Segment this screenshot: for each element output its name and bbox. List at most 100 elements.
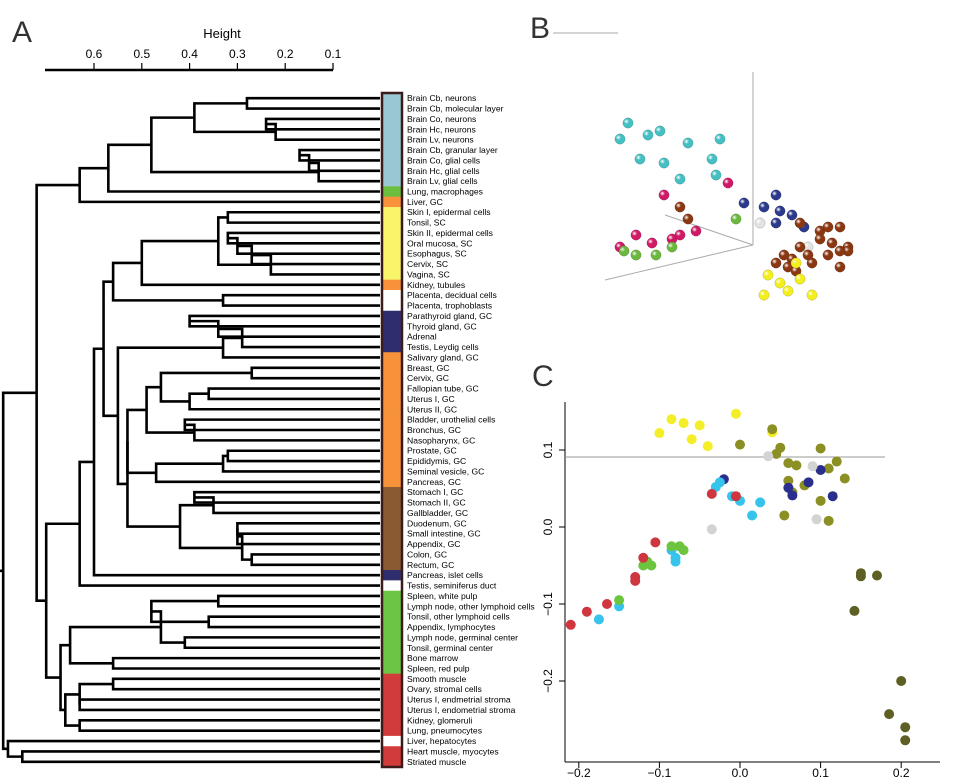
leaf-label: Brain Hc, glial cells bbox=[407, 166, 480, 176]
c-point bbox=[706, 524, 717, 535]
leaf-label: Nasopharynx, GC bbox=[407, 435, 475, 445]
leaf-label: Appendix, lymphocytes bbox=[407, 622, 495, 632]
c-point bbox=[694, 420, 705, 431]
dendrogram-link bbox=[126, 408, 157, 475]
tissue-color-cell bbox=[382, 569, 402, 581]
leaf-label: Prostate, GC bbox=[407, 446, 457, 456]
leaf-label: Gallbladder, GC bbox=[407, 508, 468, 518]
c-point bbox=[614, 595, 625, 606]
b-point bbox=[646, 237, 658, 249]
c-point bbox=[638, 552, 649, 563]
c-point bbox=[670, 556, 681, 567]
tissue-color-bar bbox=[380, 91, 404, 769]
height-axis-title: Height bbox=[203, 26, 241, 41]
leaf-label: Lymph node, other lymphoid cells bbox=[407, 601, 535, 611]
tissue-color-cell bbox=[382, 507, 402, 519]
leaf-label: Seminal vesicle, GC bbox=[407, 466, 484, 476]
dendrogram-link bbox=[226, 210, 380, 224]
c-point bbox=[650, 537, 661, 548]
c-point bbox=[900, 735, 911, 746]
leaf-label: Pancreas, GC bbox=[407, 477, 461, 487]
leaf-label: Liver, hepatocytes bbox=[407, 736, 476, 746]
c-point bbox=[735, 439, 745, 450]
leaf-label: Bladder, urothelial cells bbox=[407, 415, 495, 425]
b-point bbox=[822, 221, 834, 233]
leaf-label: Stomach II, GC bbox=[407, 498, 466, 508]
b-point bbox=[714, 133, 726, 145]
c-point bbox=[755, 497, 766, 508]
tissue-color-cell bbox=[382, 715, 402, 726]
dendrogram-link bbox=[64, 693, 80, 727]
b-point bbox=[682, 213, 694, 225]
dendrogram-link bbox=[250, 366, 380, 380]
dendrogram-panel: Height 0.6 0.5 0.4 0.3 0.2 0.1 Brain Cb, neur… bbox=[0, 26, 535, 769]
tissue-color-cell bbox=[382, 393, 402, 405]
leaf-label: Cervix, SC bbox=[407, 259, 448, 269]
tissue-color-cell bbox=[382, 621, 402, 633]
tissue-color-cell bbox=[382, 549, 402, 561]
b-point bbox=[778, 249, 790, 261]
c-point bbox=[783, 482, 794, 493]
b-point bbox=[834, 245, 846, 257]
tissue-color-cell bbox=[382, 642, 402, 654]
tissue-color-cell bbox=[382, 217, 402, 229]
b-point bbox=[758, 289, 770, 301]
tissue-color-cell bbox=[382, 258, 402, 270]
b-point bbox=[814, 233, 826, 245]
dendrogram-link bbox=[226, 231, 380, 245]
tissue-color-cell bbox=[382, 487, 402, 498]
c-point bbox=[730, 408, 741, 419]
c-point bbox=[815, 465, 826, 476]
leaf-label: Lymph node, germinal center bbox=[407, 632, 518, 642]
b-point bbox=[682, 137, 694, 149]
height-axis-ticks: 0.6 0.5 0.4 0.3 0.2 0.1 bbox=[86, 47, 342, 70]
c-point bbox=[839, 473, 850, 484]
tissue-color-cell bbox=[382, 290, 402, 301]
b-point bbox=[622, 117, 634, 129]
tissue-color-cell bbox=[382, 455, 402, 467]
panel-label-b: B bbox=[530, 12, 550, 45]
b-point bbox=[806, 289, 818, 301]
b-point bbox=[774, 277, 786, 289]
b-point bbox=[790, 257, 802, 269]
tissue-color-cell bbox=[382, 466, 402, 478]
b-point bbox=[630, 249, 642, 261]
c-y-tick-label: −0.1 bbox=[541, 592, 555, 616]
leaf-label: Tonsil, SC bbox=[407, 218, 446, 228]
dendrogram-link bbox=[183, 636, 380, 650]
dendrogram-link bbox=[111, 261, 224, 302]
leaf-label: Appendix, GC bbox=[407, 539, 461, 549]
tissue-color-cell bbox=[382, 331, 402, 343]
c-point bbox=[706, 488, 717, 499]
c-point bbox=[714, 477, 725, 488]
c-point bbox=[855, 571, 866, 582]
pca-3d-panel bbox=[553, 32, 854, 301]
b-point bbox=[794, 241, 806, 253]
tissue-color-cell bbox=[382, 414, 402, 426]
dendrogram-link bbox=[183, 418, 380, 432]
b-point bbox=[706, 153, 718, 165]
leaf-label: Brain Cb, neurons bbox=[407, 93, 476, 103]
leaf-label: Skin II, epidermal cells bbox=[407, 228, 493, 238]
tissue-color-cell bbox=[382, 352, 402, 363]
leaf-label: Kidney, glomeruli bbox=[407, 715, 472, 725]
b-point bbox=[782, 285, 794, 297]
dendrogram-link bbox=[221, 293, 380, 307]
c-x-tick-label: 0.0 bbox=[732, 766, 749, 779]
leaf-label: Spleen, white pulp bbox=[407, 591, 477, 601]
c-point bbox=[811, 514, 822, 525]
c-x-tick-label: −0.2 bbox=[567, 766, 591, 779]
leaf-label: Uterus II, GC bbox=[407, 404, 457, 414]
tissue-color-cell bbox=[382, 134, 402, 146]
b-point bbox=[786, 209, 798, 221]
c-point bbox=[666, 414, 677, 425]
leaf-label: Tonsil, germinal center bbox=[407, 643, 493, 653]
leaf-label: Bone marrow bbox=[407, 653, 459, 663]
b-point bbox=[822, 249, 834, 261]
tissue-color-cell bbox=[382, 144, 402, 156]
tissue-color-cell bbox=[382, 175, 402, 187]
tissue-color-cell bbox=[382, 735, 402, 747]
c-points bbox=[565, 408, 911, 746]
c-point bbox=[872, 570, 883, 581]
